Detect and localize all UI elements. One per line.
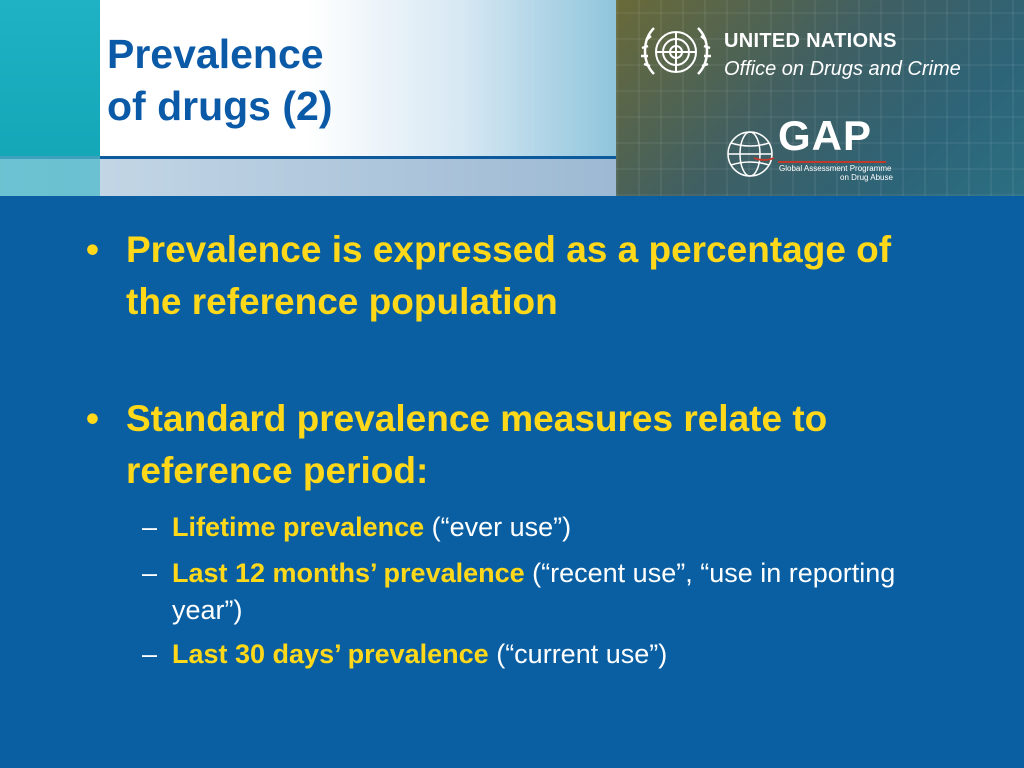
sub-bullet-term: Last 12 months’ prevalence <box>172 558 525 588</box>
program-acronym: GAP <box>778 112 873 159</box>
org-name: UNITED NATIONS <box>724 30 897 52</box>
bullet-text: Prevalence is expressed as a percentage … <box>126 229 892 322</box>
sub-bullet-term: Last 30 days’ prevalence <box>172 639 489 669</box>
sub-bullet-text: Lifetime prevalence (“ever use”) <box>172 509 922 546</box>
header-band-stripe <box>0 156 616 159</box>
program-name-line-2: on Drug Abuse <box>840 173 893 182</box>
header-title-panel <box>100 0 616 156</box>
bullet-item: • Standard prevalence measures relate to… <box>86 393 946 497</box>
sub-bullet-text: Last 30 days’ prevalence (“current use”) <box>172 636 922 673</box>
sub-bullet-text: Last 12 months’ prevalence (“recent use”… <box>172 555 922 629</box>
slide-title-line-1: Prevalence <box>107 31 324 77</box>
un-emblem-icon <box>641 27 711 75</box>
bullet-marker: • <box>86 398 99 439</box>
sub-bullet-marker: – <box>142 639 158 669</box>
sub-bullet-term: Lifetime prevalence <box>172 512 425 542</box>
header-band-accent <box>0 156 100 196</box>
program-divider <box>778 161 886 163</box>
sub-bullet-desc: (“ever use”) <box>424 512 572 542</box>
slide-header: Prevalence of drugs (2) UNITED NATIONS O… <box>0 0 1024 196</box>
org-office: Office on Drugs and Crime <box>724 58 961 80</box>
slide-body <box>0 196 1024 768</box>
sub-bullet-marker: – <box>142 512 158 542</box>
sub-bullet-item: – Last 30 days’ prevalence (“current use… <box>142 636 922 673</box>
gap-globe-icon <box>727 131 775 177</box>
sub-bullet-desc: (“current use”) <box>488 639 668 669</box>
sub-bullet-item: – Lifetime prevalence (“ever use”) <box>142 509 922 546</box>
sub-bullet-desc: (“recent use”, “use in reporting year”) <box>172 558 896 625</box>
slide-title-line-2: of drugs (2) <box>107 83 333 129</box>
bullet-item: • Prevalence is expressed as a percentag… <box>86 224 946 328</box>
program-name-line-1: Global Assessment Programme <box>779 164 892 173</box>
sub-bullet-marker: – <box>142 558 158 588</box>
header-teal-block <box>0 0 100 156</box>
slide-title: Prevalence of drugs (2) <box>107 28 332 132</box>
bullet-marker: • <box>86 229 99 270</box>
header-band <box>0 156 616 196</box>
bullet-text: Standard prevalence measures relate to r… <box>126 398 828 491</box>
sub-bullet-item: – Last 12 months’ prevalence (“recent us… <box>142 555 922 629</box>
